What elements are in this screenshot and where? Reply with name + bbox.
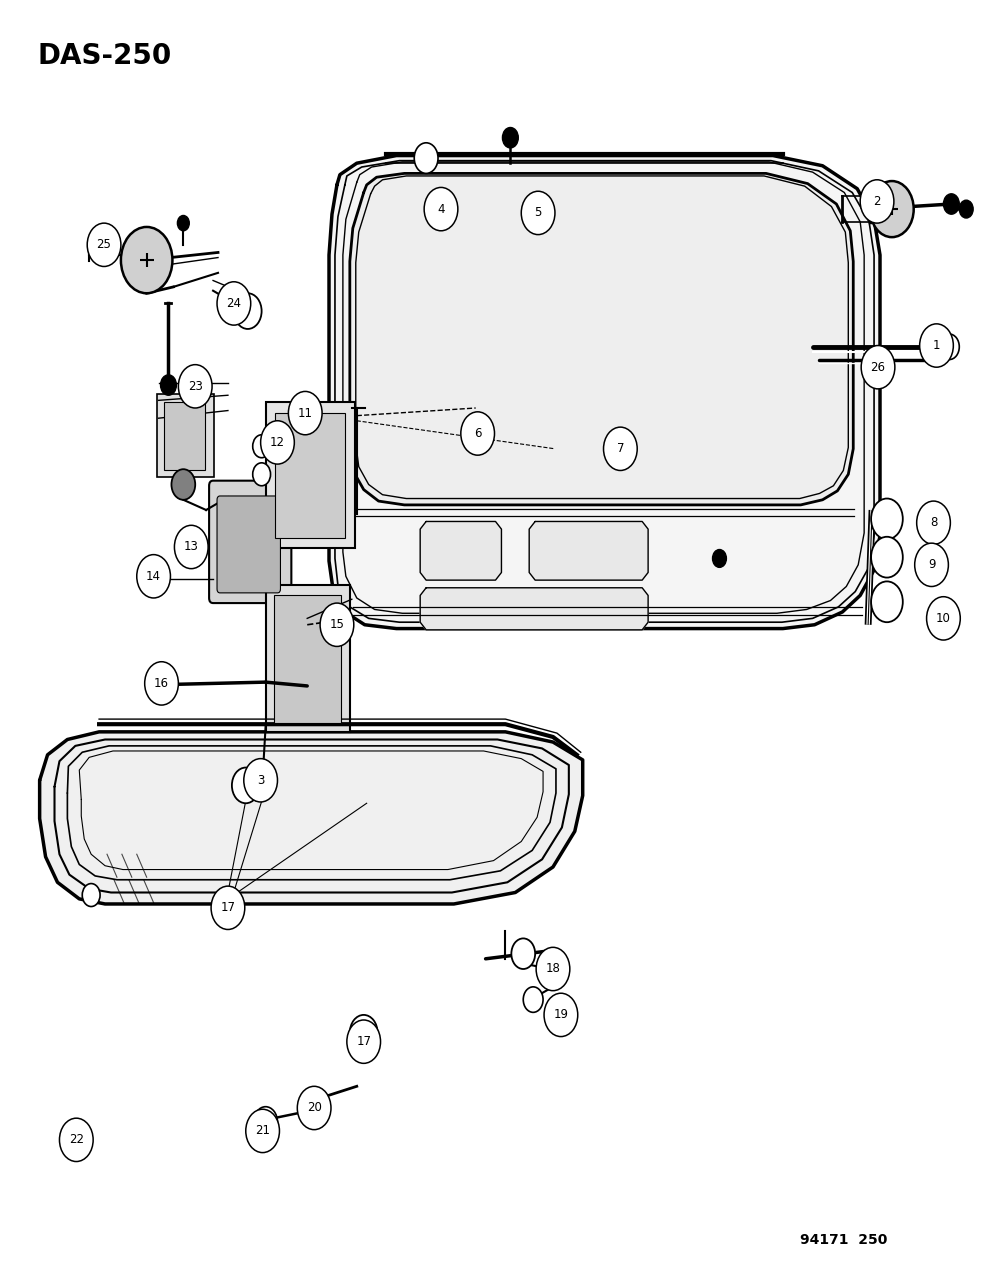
Circle shape (59, 1118, 93, 1162)
Text: 20: 20 (306, 1102, 322, 1114)
Polygon shape (350, 173, 853, 505)
Circle shape (915, 543, 948, 586)
Circle shape (234, 293, 262, 329)
Circle shape (544, 993, 578, 1037)
Circle shape (161, 375, 176, 395)
Circle shape (211, 886, 245, 929)
Text: 19: 19 (553, 1009, 569, 1021)
Text: 4: 4 (437, 203, 445, 215)
Text: 5: 5 (534, 207, 542, 219)
Circle shape (713, 550, 726, 567)
Text: 26: 26 (870, 361, 886, 374)
FancyBboxPatch shape (209, 481, 291, 603)
Text: 6: 6 (474, 427, 482, 440)
Text: 7: 7 (616, 442, 624, 455)
Circle shape (250, 780, 266, 801)
Circle shape (217, 282, 251, 325)
Circle shape (67, 1122, 91, 1153)
Circle shape (320, 603, 354, 646)
FancyBboxPatch shape (217, 496, 280, 593)
Circle shape (244, 759, 277, 802)
Circle shape (145, 662, 178, 705)
Circle shape (521, 191, 555, 235)
Circle shape (523, 987, 543, 1012)
Text: 8: 8 (930, 516, 937, 529)
Text: 2: 2 (873, 195, 881, 208)
Text: 9: 9 (928, 558, 936, 571)
Circle shape (297, 1086, 331, 1130)
Circle shape (424, 187, 458, 231)
Circle shape (87, 223, 121, 266)
Text: 10: 10 (936, 612, 951, 625)
FancyBboxPatch shape (274, 595, 341, 723)
Circle shape (253, 435, 271, 458)
Text: 17: 17 (220, 901, 236, 914)
Text: 22: 22 (68, 1133, 84, 1146)
Circle shape (861, 346, 895, 389)
Circle shape (174, 525, 208, 569)
FancyBboxPatch shape (266, 402, 355, 548)
Text: 24: 24 (226, 297, 242, 310)
Polygon shape (329, 156, 880, 629)
Circle shape (171, 469, 195, 500)
Text: 16: 16 (154, 677, 169, 690)
Polygon shape (420, 588, 648, 630)
Circle shape (251, 765, 275, 796)
Polygon shape (529, 521, 648, 580)
Circle shape (121, 227, 172, 293)
Circle shape (927, 597, 960, 640)
Text: DAS-250: DAS-250 (38, 42, 171, 70)
Circle shape (917, 501, 950, 544)
FancyBboxPatch shape (275, 413, 345, 538)
Text: 25: 25 (96, 238, 112, 251)
FancyBboxPatch shape (157, 394, 214, 477)
Text: 14: 14 (146, 570, 162, 583)
Circle shape (959, 200, 973, 218)
Text: 23: 23 (187, 380, 203, 393)
Circle shape (82, 884, 100, 907)
Text: 11: 11 (297, 407, 313, 419)
Circle shape (253, 463, 271, 486)
Circle shape (939, 334, 959, 360)
Circle shape (511, 938, 535, 969)
FancyBboxPatch shape (164, 402, 205, 470)
Polygon shape (40, 732, 583, 904)
Polygon shape (420, 521, 501, 580)
Circle shape (871, 537, 903, 578)
Text: 12: 12 (270, 436, 285, 449)
Text: 17: 17 (356, 1035, 372, 1048)
Circle shape (461, 412, 495, 455)
Text: 13: 13 (183, 541, 199, 553)
Text: 18: 18 (545, 963, 561, 975)
Text: 3: 3 (257, 774, 265, 787)
Circle shape (350, 1015, 378, 1051)
Circle shape (860, 180, 894, 223)
Circle shape (502, 128, 518, 148)
Circle shape (870, 181, 914, 237)
Circle shape (246, 1109, 279, 1153)
Circle shape (288, 391, 322, 435)
Circle shape (920, 324, 953, 367)
Circle shape (414, 143, 438, 173)
Circle shape (137, 555, 170, 598)
Circle shape (871, 499, 903, 539)
Circle shape (544, 959, 562, 982)
Circle shape (177, 215, 189, 231)
Circle shape (604, 427, 637, 470)
Circle shape (145, 566, 165, 592)
Text: 94171  250: 94171 250 (800, 1233, 887, 1247)
FancyBboxPatch shape (266, 585, 350, 732)
Circle shape (148, 671, 169, 699)
Circle shape (943, 194, 959, 214)
Circle shape (232, 768, 260, 803)
Text: 1: 1 (933, 339, 940, 352)
Circle shape (347, 1020, 381, 1063)
Circle shape (261, 421, 294, 464)
Circle shape (871, 581, 903, 622)
Circle shape (254, 1107, 277, 1137)
Text: 21: 21 (255, 1125, 271, 1137)
Circle shape (178, 365, 212, 408)
Text: 15: 15 (329, 618, 345, 631)
Circle shape (536, 947, 570, 991)
